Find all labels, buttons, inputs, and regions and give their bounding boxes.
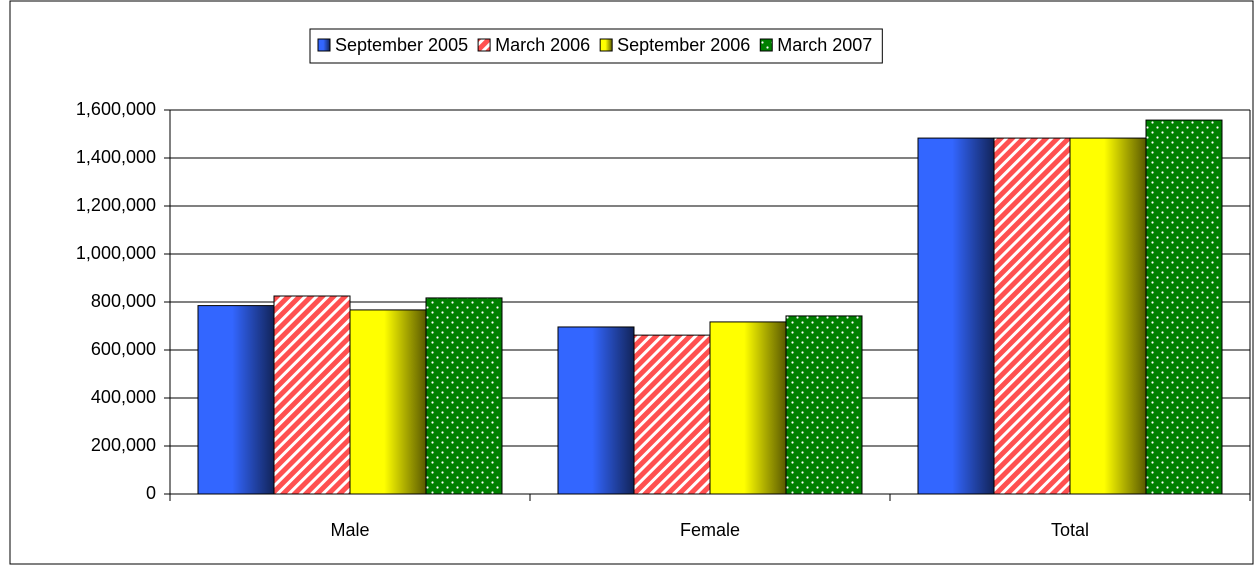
bar	[425, 297, 503, 495]
bar	[993, 137, 1071, 495]
legend-swatch	[759, 38, 773, 52]
bar	[1145, 119, 1223, 495]
y-tick-label: 1,000,000	[76, 243, 156, 263]
legend-label: March 2006	[495, 35, 590, 55]
bar	[709, 321, 787, 495]
bar	[917, 137, 995, 495]
x-tick-label: Total	[1051, 520, 1089, 540]
y-tick-label: 1,400,000	[76, 147, 156, 167]
x-tick-label: Female	[680, 520, 740, 540]
bar	[633, 334, 711, 495]
bar	[785, 315, 863, 495]
legend-swatch	[477, 38, 491, 52]
x-tick-label: Male	[330, 520, 369, 540]
legend-swatch	[599, 38, 613, 52]
y-tick-label: 400,000	[91, 387, 156, 407]
legend-label: March 2007	[777, 35, 872, 55]
y-tick-label: 1,200,000	[76, 195, 156, 215]
y-tick-label: 600,000	[91, 339, 156, 359]
y-tick-label: 0	[146, 483, 156, 503]
bar	[349, 309, 427, 495]
legend: September 2005 March 2006 September 2006 Ma…	[309, 28, 883, 64]
legend-swatch	[317, 38, 331, 52]
bar	[1069, 137, 1147, 495]
y-tick-label: 800,000	[91, 291, 156, 311]
legend-box	[309, 28, 883, 64]
y-tick-label: 1,600,000	[76, 99, 156, 119]
bar	[273, 295, 351, 495]
bar	[197, 305, 275, 495]
legend-label: September 2005	[335, 35, 468, 55]
bar	[557, 326, 635, 495]
y-tick-label: 200,000	[91, 435, 156, 455]
legend-label: September 2006	[617, 35, 750, 55]
